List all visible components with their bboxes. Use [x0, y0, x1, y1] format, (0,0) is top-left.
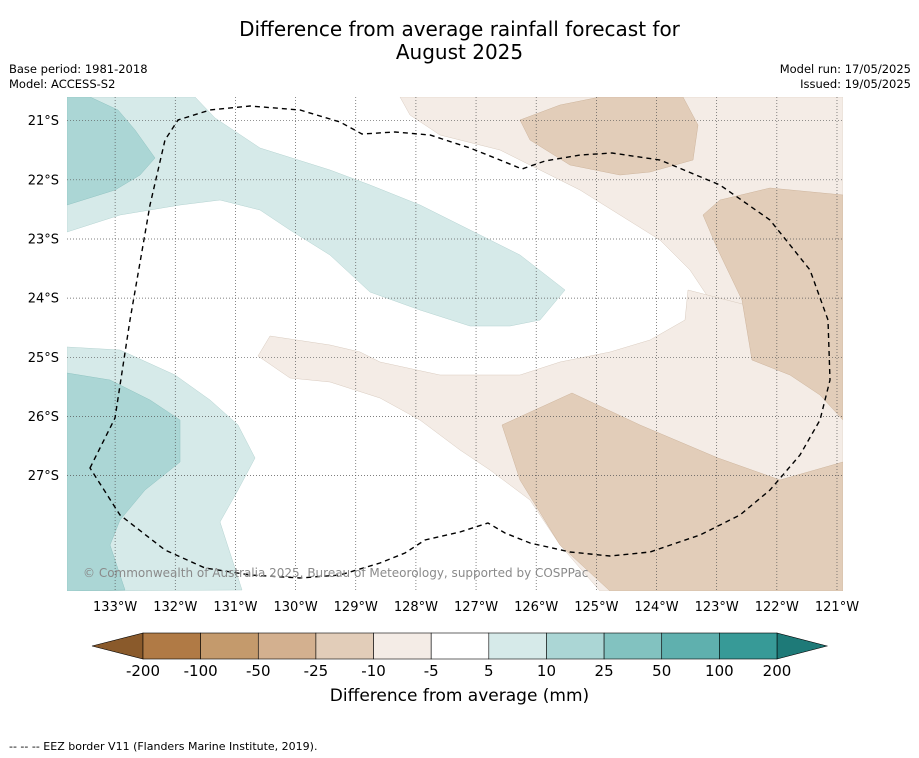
longitude-tick-label: 121°W [815, 600, 859, 615]
contour-wet-light-north [67, 97, 566, 327]
colorbar-tick-label: 100 [705, 662, 734, 680]
issued-date: Issued: 19/05/2025 [800, 77, 911, 91]
colorbar-tick-label: -100 [184, 662, 218, 680]
colorbar-tick-labels: -200 -100 -50 -25 -10 -5 5 10 25 50 100 200 [126, 662, 791, 680]
contour-fills [67, 97, 843, 591]
latitude-tick-label: 22°S [28, 173, 59, 188]
colorbar-tick-label: 5 [484, 662, 494, 680]
colorbar-segment [430, 632, 490, 660]
contour-dry-medium-north [519, 97, 699, 176]
longitude-tick-labels: 133°W 132°W 131°W 130°W 129°W 128°W 127°W 126°W… [93, 600, 859, 615]
colorbar-segment [546, 632, 605, 660]
model-name: Model: ACCESS-S2 [9, 77, 116, 91]
base-period: Base period: 1981-2018 [9, 62, 148, 76]
graticule [67, 97, 843, 591]
longitude-tick-label: 123°W [695, 600, 739, 615]
colorbar-segment [488, 632, 547, 660]
colorbar-segment [603, 632, 663, 660]
longitude-tick-label: 128°W [394, 600, 438, 615]
longitude-tick-label: 127°W [454, 600, 498, 615]
colorbar-label: Difference from average (mm) [329, 686, 590, 706]
base-period-info: Base period: 1981-2018 Model: ACCESS-S2 [9, 62, 148, 92]
chart-title: Difference from average rainfall forecas… [0, 18, 919, 64]
colorbar-tick-label: -25 [304, 662, 329, 680]
longitude-tick-label: 122°W [755, 600, 799, 615]
longitude-tick-label: 133°W [93, 600, 137, 615]
colorbar-tick-label: -50 [246, 662, 271, 680]
colorbar-tick-label: -10 [361, 662, 386, 680]
contour-dry-medium-east [702, 187, 843, 421]
title-line-1: Difference from average rainfall forecas… [239, 17, 680, 41]
colorbar-tick-label: -200 [126, 662, 160, 680]
colorbar-tick-label: 50 [652, 662, 671, 680]
colorbar [91, 632, 829, 660]
colorbar-segment [719, 632, 778, 660]
longitude-tick-label: 124°W [634, 600, 678, 615]
latitude-tick-label: 27°S [28, 469, 59, 484]
latitude-tick-label: 21°S [28, 114, 59, 129]
latitude-tick-label: 26°S [28, 410, 59, 425]
longitude-tick-label: 125°W [574, 600, 618, 615]
colorbar-tick-label: 200 [763, 662, 792, 680]
eez-legend-note: -- -- -- EEZ border V11 (Flanders Marine… [9, 740, 318, 753]
colorbar-tick-label: 25 [595, 662, 614, 680]
colorbar-tick-label: -5 [424, 662, 439, 680]
colorbar-segment [200, 632, 259, 660]
colorbar-segment [142, 632, 201, 660]
colorbar-segment [315, 632, 374, 660]
eez-border-line [89, 105, 831, 579]
longitude-tick-label: 129°W [334, 600, 378, 615]
contour-dry-medium-south [501, 392, 843, 591]
colorbar-tick-label: 10 [537, 662, 556, 680]
longitude-tick-label: 130°W [274, 600, 318, 615]
colorbar-extend-low [91, 632, 144, 660]
contour-wet-medium-north [67, 97, 156, 206]
longitude-tick-label: 132°W [153, 600, 197, 615]
rainfall-map: © Commonwealth of Australia 2025, Bureau… [28, 97, 859, 680]
copyright-text: © Commonwealth of Australia 2025, Bureau… [83, 566, 588, 580]
colorbar-segment [257, 632, 317, 660]
latitude-tick-labels: 21°S 22°S 23°S 24°S 25°S 26°S 27°S [28, 114, 59, 484]
longitude-tick-label: 126°W [514, 600, 558, 615]
model-run: Model run: 17/05/2025 [779, 62, 911, 76]
latitude-tick-label: 25°S [28, 351, 59, 366]
latitude-tick-label: 24°S [28, 292, 59, 307]
contour-wet-medium-southwest [67, 372, 181, 591]
colorbar-segment [373, 632, 432, 660]
colorbar-extend-high [776, 632, 829, 660]
latitude-tick-label: 23°S [28, 232, 59, 247]
colorbar-segment [661, 632, 720, 660]
model-run-info: Model run: 17/05/2025 Issued: 19/05/2025 [780, 62, 911, 92]
title-line-2: August 2025 [395, 40, 524, 64]
longitude-tick-label: 131°W [213, 600, 257, 615]
